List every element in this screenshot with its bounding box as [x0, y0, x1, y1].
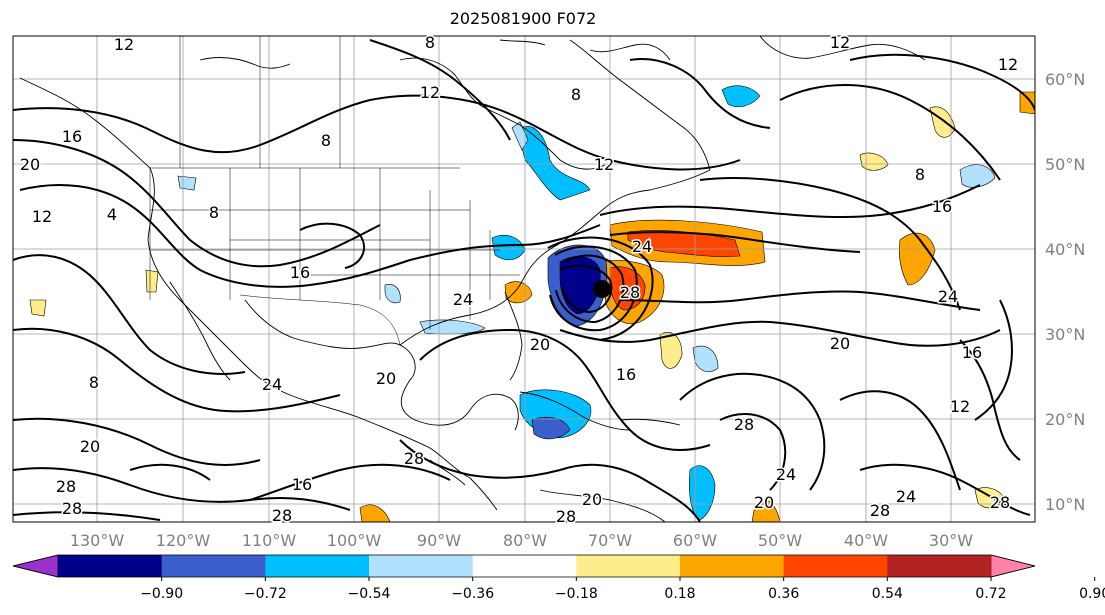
- colorbar-segment: [680, 555, 785, 577]
- contour-label: 20: [530, 335, 550, 354]
- contour-label: 16: [290, 263, 310, 282]
- contour-label: 12: [114, 35, 134, 54]
- map-area: [13, 36, 1035, 522]
- latitude-labels: 60°N 50°N 40°N 30°N 20°N 10°N: [1045, 70, 1085, 514]
- colorbar-segment: [783, 555, 888, 577]
- latitude-label: 40°N: [1045, 240, 1085, 259]
- contour-label: 20: [830, 334, 850, 353]
- contour-label: 16: [962, 343, 982, 362]
- colorbar-segment: [472, 555, 577, 577]
- longitude-label: 80°W: [503, 531, 547, 550]
- longitude-label: 50°W: [758, 531, 802, 550]
- contour-label: 16: [932, 197, 952, 216]
- colorbar-tick-label: −0.90: [140, 586, 184, 602]
- colorbar-segment: [58, 555, 163, 577]
- colorbar-tick-label: 0.90: [1079, 586, 1105, 602]
- contour-label: 28: [734, 415, 754, 434]
- contour-label: 8: [89, 373, 99, 392]
- contour-label: 28: [990, 493, 1010, 512]
- latitude-label: 10°N: [1045, 495, 1085, 514]
- contour-label: 8: [321, 131, 331, 150]
- contour-label: 8: [209, 203, 219, 222]
- colorbar-tick-label: 0.72: [975, 586, 1007, 602]
- colorbar-tick-label: 0.18: [664, 586, 696, 602]
- longitude-label: 30°W: [929, 531, 973, 550]
- contour-label: 16: [616, 365, 636, 384]
- colorbar-extend-high: [990, 554, 1036, 578]
- contour-label: 20: [80, 437, 100, 456]
- colorbar-tick-label: −0.72: [243, 586, 287, 602]
- low-pressure-center-icon: [593, 280, 611, 298]
- colorbar-segment: [161, 555, 266, 577]
- contour-label: 28: [620, 283, 640, 302]
- colorbar-segment: [265, 555, 370, 577]
- contour-label: 12: [998, 55, 1018, 74]
- latitude-label: 60°N: [1045, 70, 1085, 89]
- contour-label: 8: [425, 33, 435, 52]
- longitude-label: 40°W: [844, 531, 888, 550]
- longitude-label: 120°W: [156, 531, 211, 550]
- colorbar: [12, 554, 1096, 581]
- contour-label: 24: [453, 290, 473, 309]
- longitude-label: 130°W: [70, 531, 125, 550]
- latitude-label: 20°N: [1045, 410, 1085, 429]
- latitude-label: 50°N: [1045, 155, 1085, 174]
- latitude-label: 30°N: [1045, 325, 1085, 344]
- colorbar-segment: [887, 555, 992, 577]
- longitude-label: 70°W: [588, 531, 632, 550]
- colorbar-segment: [576, 555, 681, 577]
- contour-label: 24: [938, 287, 958, 306]
- contour-label: 28: [62, 499, 82, 518]
- contour-label: 24: [896, 487, 916, 506]
- political-borders: [149, 36, 520, 346]
- contour-label: 24: [776, 465, 796, 484]
- contour-label: 8: [571, 85, 581, 104]
- contour-label: 28: [272, 506, 292, 525]
- map-title: 2025081900 F072: [449, 9, 597, 28]
- colorbar-tick-label: −0.36: [451, 586, 495, 602]
- contour-label: 20: [582, 490, 602, 509]
- contour-label: 16: [292, 475, 312, 494]
- longitude-label: 110°W: [242, 531, 297, 550]
- longitude-labels: 130°W 120°W 110°W 100°W 90°W 80°W 70°W 6…: [70, 531, 973, 550]
- colorbar-extend-low: [12, 554, 59, 578]
- map-frame: [12, 35, 1036, 523]
- colorbar-tick-label: −0.54: [347, 586, 391, 602]
- colorbar-tick-label: 0.54: [871, 586, 903, 602]
- contour-label-group: 12 8 12 16 12 4 8 16 24 28 20 24 20 20 1…: [18, 32, 1019, 528]
- contour-lines: [13, 39, 1035, 522]
- contour-label: 24: [262, 375, 282, 394]
- contour-label: 20: [754, 493, 774, 512]
- contour-label: 12: [950, 397, 970, 416]
- contour-label: 28: [556, 507, 576, 526]
- contour-label: 28: [404, 449, 424, 468]
- contour-label: 28: [870, 501, 890, 520]
- longitude-label: 90°W: [417, 531, 461, 550]
- contour-label: 12: [594, 155, 614, 174]
- contour-label: 12: [420, 83, 440, 102]
- contour-label: 20: [376, 369, 396, 388]
- colorbar-tick-label: −0.18: [554, 586, 598, 602]
- contour-label: 16: [62, 127, 82, 146]
- colorbar-tick-label: 0.36: [768, 586, 800, 602]
- contour-label: 12: [32, 207, 52, 226]
- longitude-label: 60°W: [673, 531, 717, 550]
- contour-label: 12: [830, 33, 850, 52]
- longitude-label: 100°W: [327, 531, 382, 550]
- contour-label: 20: [20, 155, 40, 174]
- contour-label: 8: [915, 165, 925, 184]
- colorbar-segment: [369, 555, 474, 577]
- contour-label: 4: [107, 205, 117, 224]
- contour-label: 24: [632, 237, 652, 256]
- contour-label: 28: [56, 477, 76, 496]
